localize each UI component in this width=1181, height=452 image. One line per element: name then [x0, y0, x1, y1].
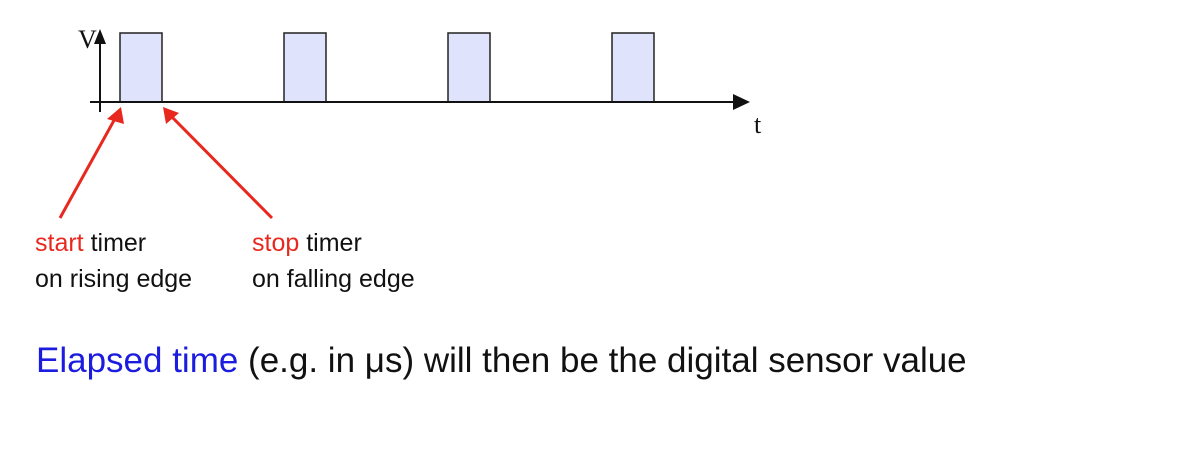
stop-caption-rest: timer — [299, 229, 362, 257]
pulse-train — [119, 32, 655, 103]
pulse-2 — [283, 32, 327, 103]
y-axis-arrowhead — [94, 29, 106, 44]
stop-arrow-head — [163, 107, 179, 124]
x-axis-label: t — [754, 110, 762, 139]
pulse-1 — [119, 32, 163, 103]
summary-sentence: Elapsed time (e.g. in μs) will then be t… — [36, 337, 967, 385]
summary-highlight: Elapsed time — [36, 341, 239, 380]
pulse-4 — [611, 32, 655, 103]
stop-caption-line-1: stop timer — [252, 225, 415, 261]
stop-keyword: stop — [252, 229, 300, 257]
start-keyword: start — [35, 229, 84, 257]
start-arrow-head — [107, 107, 124, 124]
axes: V t — [78, 25, 762, 139]
stop-arrow-line — [168, 113, 274, 220]
stop-timer-caption: stop timer on falling edge — [252, 225, 415, 297]
x-axis-arrowhead — [733, 94, 750, 110]
pulse-3 — [447, 32, 491, 103]
start-caption-rest: timer — [83, 229, 147, 257]
start-timer-caption: start timer on rising edge — [35, 225, 192, 297]
annotation-arrows — [58, 107, 274, 220]
start-caption-line-2: on rising edge — [35, 265, 193, 293]
summary-rest: (e.g. in μs) will then be the digital se… — [238, 341, 967, 380]
y-axis-label: V — [78, 25, 97, 54]
start-arrow-line — [58, 114, 119, 219]
start-caption-line-1: start timer — [35, 225, 192, 261]
stop-caption-line-2: on falling edge — [252, 265, 415, 293]
